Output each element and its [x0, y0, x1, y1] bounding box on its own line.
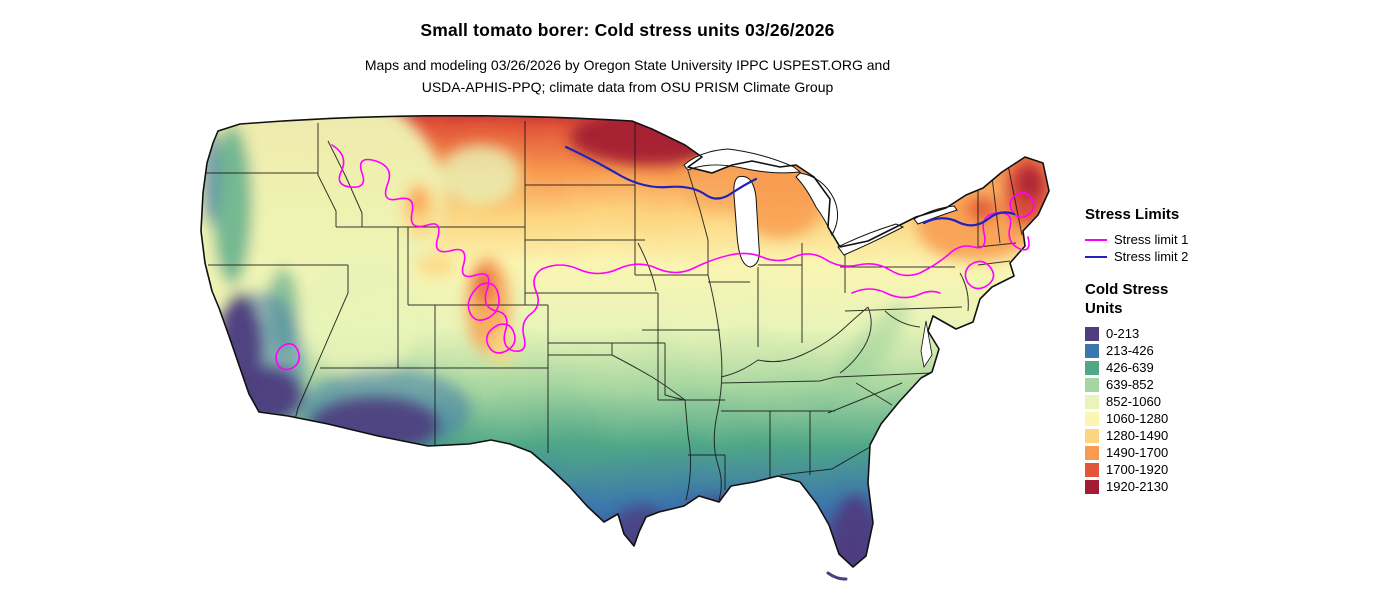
legend-label: 1920-2130 — [1106, 479, 1169, 494]
legend-label: 1060-1280 — [1106, 411, 1169, 426]
florida-keys — [826, 571, 848, 581]
legend-item-range: 1920-2130 — [1085, 478, 1255, 495]
legend-item-range: 852-1060 — [1085, 393, 1255, 410]
legend-item-range: 1700-1920 — [1085, 461, 1255, 478]
color-swatch — [1085, 394, 1099, 409]
legend-label: 213-426 — [1106, 343, 1154, 358]
legend-label: 426-639 — [1106, 360, 1154, 375]
color-swatch — [1085, 326, 1099, 341]
legend-item-range: 1060-1280 — [1085, 410, 1255, 427]
map-area — [180, 114, 1060, 594]
legend-label: 639-852 — [1106, 377, 1154, 392]
cold-title-line-1: Cold Stress — [1085, 281, 1169, 298]
legend-item-range: 213-426 — [1085, 342, 1255, 359]
legend-item-stress-limit-2: Stress limit 2 — [1085, 248, 1255, 265]
chesapeake-bay-icon — [920, 320, 933, 369]
legend-item-range: 0-213 — [1085, 325, 1255, 342]
stress-limit-2-line-icon — [1085, 255, 1107, 258]
legend-item-stress-limit-1: Stress limit 1 — [1085, 231, 1255, 248]
stress-limits-title: Stress Limits — [1085, 206, 1180, 223]
legend-item-range: 426-639 — [1085, 359, 1255, 376]
color-swatch — [1085, 445, 1099, 460]
lake-superior-icon — [683, 148, 802, 174]
stress-limit-2-contour — [564, 145, 1016, 227]
color-swatch — [1085, 343, 1099, 358]
color-swatch — [1085, 479, 1099, 494]
page-title: Small tomato borer: Cold stress units 03… — [420, 20, 835, 40]
color-swatch — [1085, 377, 1099, 392]
us-outline — [200, 114, 1050, 568]
color-swatch — [1085, 411, 1099, 426]
legend-label: 0-213 — [1106, 326, 1140, 341]
map-header: Small tomato borer: Cold stress units 03… — [0, 0, 1255, 98]
subtitle-line-1: Maps and modeling 03/26/2026 by Oregon S… — [364, 57, 891, 73]
legend-item-range: 1490-1700 — [1085, 444, 1255, 461]
legend-label: 852-1060 — [1106, 394, 1161, 409]
legend: Stress Limits Stress limit 1 Stress limi… — [1085, 206, 1255, 495]
page-subtitle: Maps and modeling 03/26/2026 by Oregon S… — [0, 54, 1255, 98]
color-swatch — [1085, 462, 1099, 477]
legend-label: 1700-1920 — [1106, 462, 1169, 477]
cold-title-line-2: Units — [1085, 300, 1123, 317]
subtitle-line-2: USDA-APHIS-PPQ; climate data from OSU PR… — [421, 79, 834, 95]
cold-stress-units-title: Cold Stress Units — [1085, 280, 1255, 318]
legend-label: Stress limit 1 — [1114, 232, 1189, 247]
color-swatch — [1085, 360, 1099, 375]
legend-label: 1280-1490 — [1106, 428, 1169, 443]
stress-limit-1-line-icon — [1085, 238, 1107, 241]
legend-label: Stress limit 2 — [1114, 249, 1189, 264]
lake-michigan-icon — [733, 175, 760, 268]
state-borders — [205, 121, 1023, 501]
us-cold-stress-map — [200, 114, 1050, 581]
legend-label: 1490-1700 — [1106, 445, 1169, 460]
cold-stress-swatch-list: 0-213 213-426 426-639 639-852 852-1060 1… — [1085, 325, 1255, 495]
color-swatch — [1085, 428, 1099, 443]
legend-item-range: 639-852 — [1085, 376, 1255, 393]
legend-item-range: 1280-1490 — [1085, 427, 1255, 444]
